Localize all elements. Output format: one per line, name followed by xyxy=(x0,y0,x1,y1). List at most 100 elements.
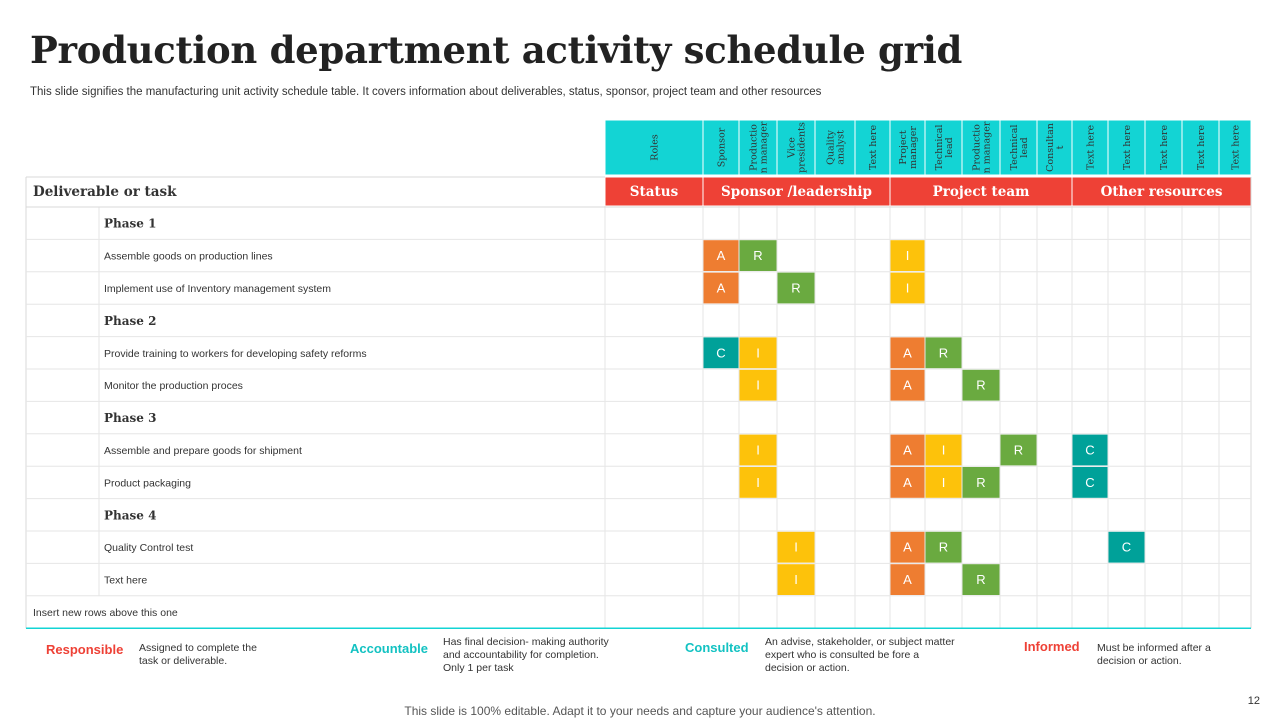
legend-desc-consulted: An advise, stakeholder, or subject matte… xyxy=(765,636,955,675)
raci-cell-r xyxy=(777,272,815,304)
raci-cell-i xyxy=(777,531,815,563)
role-header-cell xyxy=(999,119,1038,176)
raci-mark: R xyxy=(976,378,985,393)
phase-label: Phase 2 xyxy=(104,314,156,328)
role-label: Text here xyxy=(1196,124,1207,170)
raci-mark: A xyxy=(717,281,726,296)
raci-mark: I xyxy=(756,345,760,360)
role-label: Technicallead xyxy=(934,125,955,171)
raci-mark: R xyxy=(939,345,948,360)
legend-desc-line: task or deliverable. xyxy=(139,655,228,667)
role-label: Text here xyxy=(1159,124,1170,170)
task-label: Assemble goods on production lines xyxy=(104,251,273,263)
role-header-cell xyxy=(604,119,704,176)
raci-cell-r xyxy=(1000,434,1037,466)
role-label: Roles xyxy=(650,134,661,161)
legend-desc-line: decision or action. xyxy=(1097,655,1182,667)
legend-desc-line: and accountability for completion. xyxy=(443,649,599,661)
raci-mark: A xyxy=(717,248,726,263)
legend-term-consulted: Consulted xyxy=(685,640,749,655)
raci-cell-i xyxy=(739,337,777,369)
legend-desc-line: Has final decision- making authority xyxy=(443,636,609,648)
raci-mark: I xyxy=(756,475,760,490)
role-header-cell xyxy=(1036,119,1073,176)
legend-desc-line: Must be informed after a xyxy=(1097,642,1211,654)
group-header-label: Other resources xyxy=(1101,184,1223,200)
raci-mark: A xyxy=(903,475,912,490)
insert-rows-note: Insert new rows above this one xyxy=(33,607,178,619)
raci-cell-i xyxy=(739,467,777,498)
role-label: Text here xyxy=(868,124,879,170)
raci-mark: C xyxy=(1085,475,1094,490)
raci-mark: A xyxy=(903,540,912,555)
raci-cell-r xyxy=(962,467,1000,498)
group-header-cell xyxy=(604,176,704,207)
raci-cell-i xyxy=(777,564,815,595)
role-header-cell xyxy=(1218,119,1252,176)
legend-desc-line: Only 1 per task xyxy=(443,662,514,674)
role-label: Production manager xyxy=(749,121,770,173)
raci-mark: I xyxy=(756,443,760,458)
raci-cell-r xyxy=(925,337,962,369)
legend-term-accountable: Accountable xyxy=(350,641,429,656)
group-header-label: Sponsor /leadership xyxy=(721,184,872,200)
raci-mark: C xyxy=(1085,443,1094,458)
raci-cell-a xyxy=(890,434,925,466)
raci-mark: A xyxy=(903,378,912,393)
raci-mark: A xyxy=(903,345,912,360)
raci-cell-c xyxy=(703,337,739,369)
group-header-cell xyxy=(702,176,891,207)
role-header-cell xyxy=(776,119,816,176)
role-label: Consultant xyxy=(1045,123,1066,172)
raci-mark: I xyxy=(794,540,798,555)
role-header-cell xyxy=(1107,119,1146,176)
page-number: 12 xyxy=(1247,695,1260,707)
legend-desc-responsible: Assigned to complete the task or deliver… xyxy=(139,642,257,668)
legend-desc-accountable: Has final decision- making authority and… xyxy=(443,636,609,675)
slide-footer: This slide is 100% editable. Adapt it to… xyxy=(404,704,876,718)
slide-subtitle: This slide signifies the manufacturing u… xyxy=(30,86,822,98)
legend-desc-line: expert who is consulted be fore a xyxy=(765,649,920,661)
role-label: Projectmanager xyxy=(898,126,919,169)
raci-cell-i xyxy=(890,272,925,304)
legend-desc-line: An advise, stakeholder, or subject matte… xyxy=(765,636,955,648)
role-header-cell xyxy=(814,119,856,176)
role-label: Production manager xyxy=(972,121,993,173)
raci-mark: R xyxy=(976,572,985,587)
raci-mark: I xyxy=(942,443,946,458)
deliverable-header: Deliverable or task xyxy=(33,184,177,200)
raci-cell-a xyxy=(890,531,925,563)
raci-cell-r xyxy=(739,240,777,271)
task-label: Product packaging xyxy=(104,477,191,489)
task-label: Text here xyxy=(104,575,147,587)
role-label: Technicallead xyxy=(1009,125,1030,171)
raci-cell-a xyxy=(703,272,739,304)
role-header-cell xyxy=(738,119,778,176)
raci-mark: A xyxy=(903,572,912,587)
raci-cell-i xyxy=(739,369,777,401)
role-label: Sponsor xyxy=(717,127,728,167)
role-label: Text here xyxy=(1086,124,1097,170)
role-label: Qualityanalyst xyxy=(826,129,847,164)
task-label: Assemble and prepare goods for shipment xyxy=(104,445,302,457)
raci-cell-i xyxy=(739,434,777,466)
raci-mark: I xyxy=(794,572,798,587)
legend-desc-line: decision or action. xyxy=(765,662,850,674)
legend-desc-line: Assigned to complete the xyxy=(139,642,257,654)
role-header-cell xyxy=(924,119,963,176)
raci-mark: I xyxy=(906,281,910,296)
group-header-label: Status xyxy=(630,184,679,200)
phase-label: Phase 3 xyxy=(104,411,156,425)
raci-mark: R xyxy=(976,475,985,490)
raci-mark: I xyxy=(756,378,760,393)
raci-cell-c xyxy=(1072,467,1108,498)
legend-term-informed: Informed xyxy=(1024,639,1080,654)
raci-mark: C xyxy=(1122,540,1131,555)
raci-mark: I xyxy=(906,248,910,263)
task-label: Implement use of Inventory management sy… xyxy=(104,283,331,295)
phase-label: Phase 1 xyxy=(104,217,156,231)
raci-cell-c xyxy=(1072,434,1108,466)
phase-label: Phase 4 xyxy=(104,508,156,522)
group-header-label: Project team xyxy=(933,184,1030,200)
